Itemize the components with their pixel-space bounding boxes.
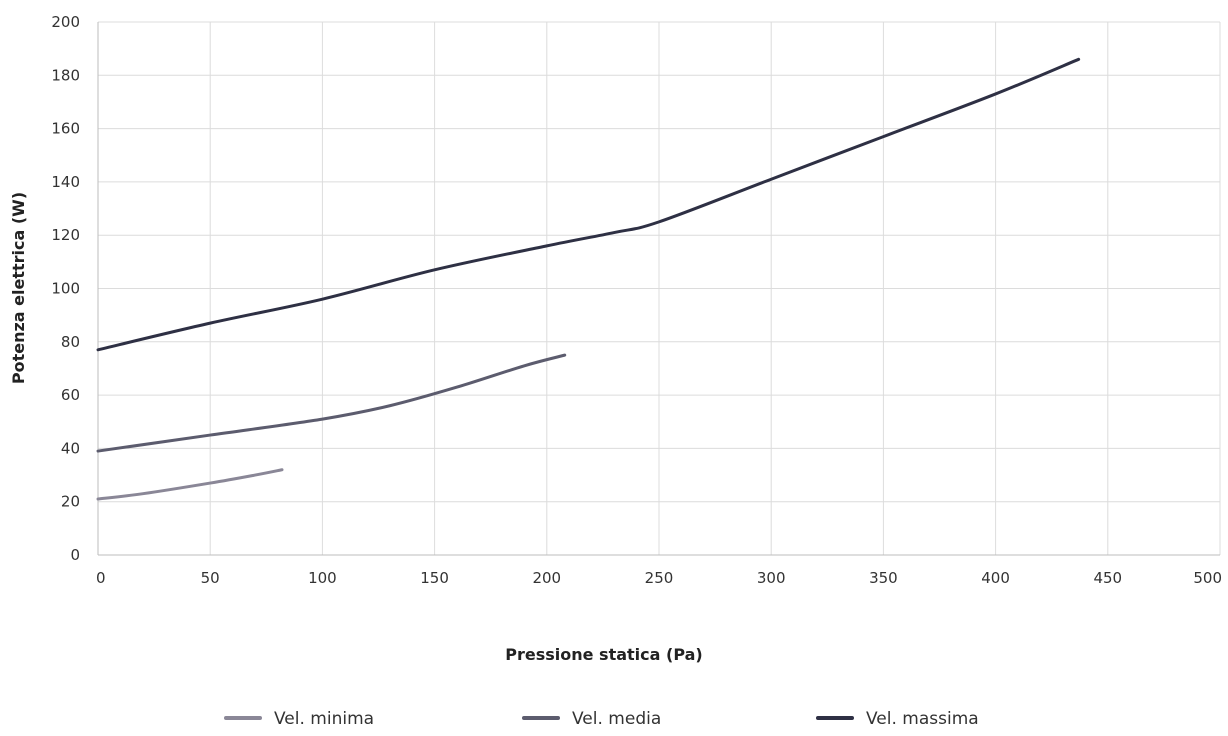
x-tick-label: 250 [645,569,674,587]
y-tick-label: 20 [61,493,80,511]
x-tick-label: 50 [201,569,220,587]
x-tick-label: 400 [981,569,1010,587]
legend-label: Vel. media [572,709,661,729]
legend-label: Vel. minima [274,709,374,729]
x-tick-label: 100 [308,569,337,587]
x-tick-label: 350 [869,569,898,587]
y-tick-label: 0 [70,546,80,564]
y-tick-label: 100 [51,280,80,298]
legend-label: Vel. massima [866,709,979,729]
y-tick-label: 80 [61,333,80,351]
x-tick-label: 500 [1193,569,1222,587]
x-axis-title: Pressione statica (Pa) [505,645,702,664]
y-tick-label: 40 [61,439,80,457]
x-tick-label: 200 [532,569,561,587]
y-tick-label: 160 [51,120,80,138]
x-tick-label: 450 [1093,569,1122,587]
x-tick-label: 300 [757,569,786,587]
y-tick-label: 200 [51,13,80,31]
axes [97,22,1220,556]
grid [98,21,1221,555]
y-tick-label: 120 [51,226,80,244]
series-lines [96,57,1081,501]
y-tick-label: 140 [51,173,80,191]
legend: Vel. minima Vel. media Vel. massima [224,709,979,729]
y-tick-label: 60 [61,386,80,404]
y-axis-title: Potenza elettrica (W) [9,192,28,384]
series-line-1 [96,468,284,501]
series-line-2 [96,353,567,453]
x-tick-label: 0 [96,569,106,587]
y-tick-label: 180 [51,66,80,84]
tick-labels: 0 20 40 60 80 100 120 140 160 180 200 0 50 100 150 200 2… [51,13,1222,587]
series-line-3 [96,57,1081,352]
x-tick-label: 150 [420,569,449,587]
